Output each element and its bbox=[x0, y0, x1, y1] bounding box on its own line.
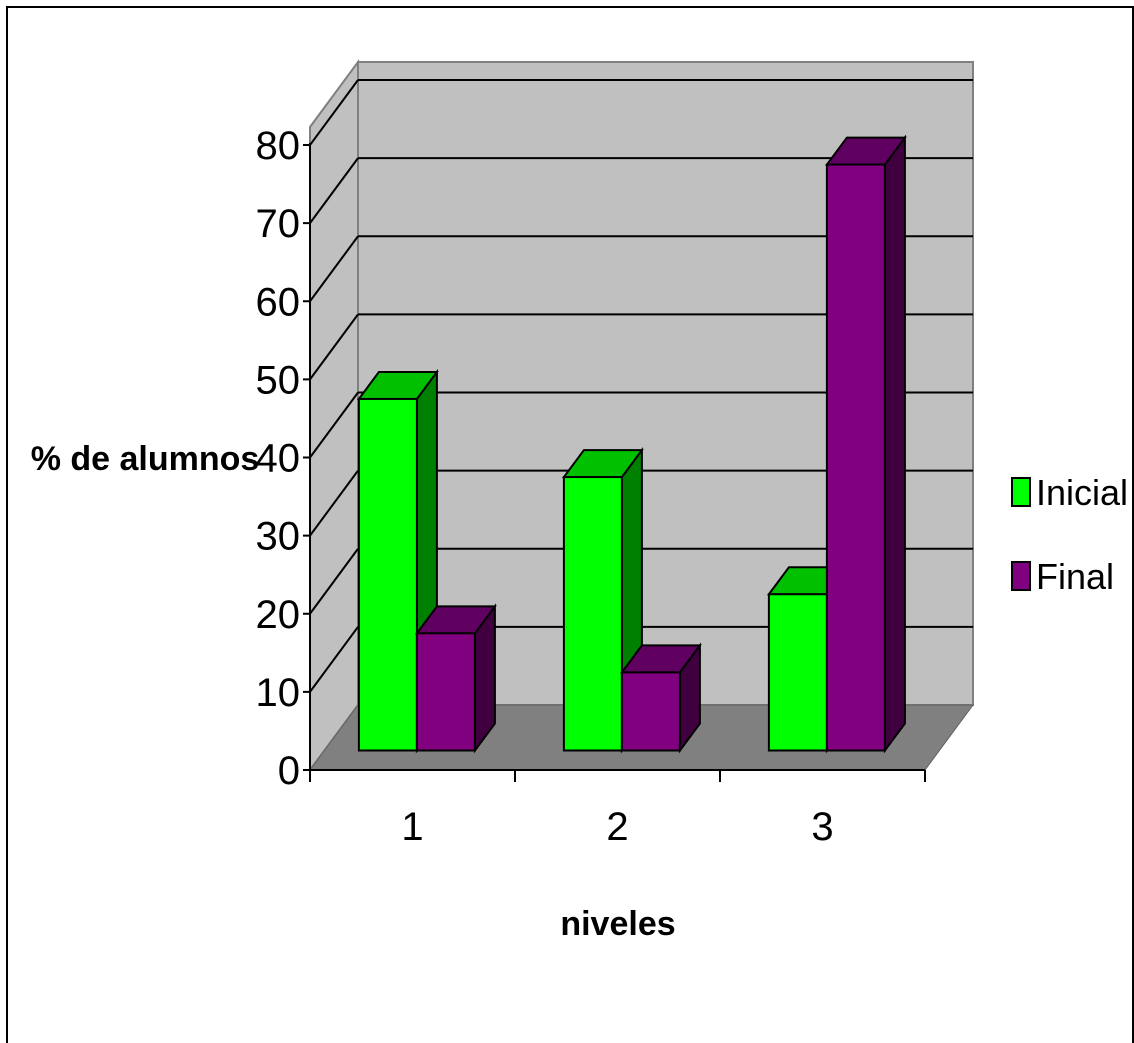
gridline-side bbox=[309, 79, 359, 146]
y-tick-label: 70 bbox=[256, 202, 301, 246]
chart-frame bbox=[6, 6, 1134, 1043]
gridline-side bbox=[309, 313, 359, 380]
bar-front bbox=[825, 163, 886, 752]
y-tick-label: 10 bbox=[256, 671, 301, 715]
gridline-side bbox=[309, 157, 359, 224]
x-tick-label: 3 bbox=[811, 805, 833, 849]
bar-final-1 bbox=[414, 603, 497, 754]
bar-front bbox=[767, 593, 828, 752]
legend-swatch-final bbox=[1011, 561, 1031, 591]
bar-front bbox=[415, 632, 476, 752]
bar-side bbox=[883, 134, 906, 754]
y-tick-label: 60 bbox=[256, 280, 301, 324]
axes bbox=[303, 143, 926, 782]
legend: Inicial Final bbox=[1011, 472, 1128, 597]
x-axis-title: niveles bbox=[560, 905, 675, 943]
gridline-side bbox=[309, 391, 359, 459]
gridline-side bbox=[309, 626, 359, 693]
y-tick-label: 30 bbox=[256, 515, 301, 559]
bar-front bbox=[620, 671, 681, 752]
y-tick-label: 50 bbox=[256, 358, 301, 402]
bar-front bbox=[562, 476, 623, 752]
y-tick-label: 40 bbox=[256, 437, 301, 481]
y-tick-label: 0 bbox=[278, 749, 300, 793]
y-tick-label: 80 bbox=[256, 124, 301, 168]
gridline-side bbox=[309, 470, 359, 537]
legend-label-inicial: Inicial bbox=[1036, 472, 1128, 513]
legend-label-final: Final bbox=[1036, 556, 1114, 597]
legend-swatch-inicial bbox=[1011, 477, 1031, 507]
bar-final-3 bbox=[824, 134, 907, 754]
gridline-side bbox=[309, 548, 359, 615]
x-tick-label: 2 bbox=[606, 805, 628, 849]
bar-final-2 bbox=[619, 642, 702, 754]
x-tick-label: 1 bbox=[401, 805, 423, 849]
tick-labels: 0 10 20 30 40 50 60 70 80 1 2 3 bbox=[256, 124, 834, 849]
y-axis-title: % de alumnos bbox=[31, 440, 260, 478]
gridline-side bbox=[309, 235, 359, 302]
bars bbox=[356, 134, 907, 754]
bar-front bbox=[357, 397, 418, 752]
y-tick-label: 20 bbox=[256, 593, 301, 637]
